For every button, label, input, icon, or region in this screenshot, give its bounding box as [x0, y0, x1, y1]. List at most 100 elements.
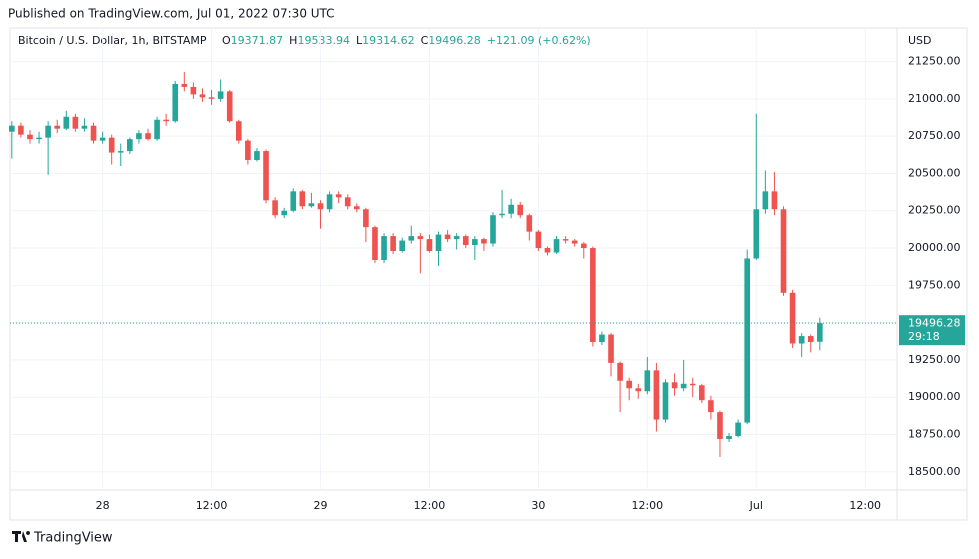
- y-tick-label: 19250.00: [908, 353, 961, 366]
- candle-body: [780, 209, 787, 293]
- candle-body: [553, 239, 560, 253]
- candle-body: [662, 382, 669, 420]
- candle-body: [708, 400, 714, 413]
- x-tick-label: 28: [96, 499, 110, 512]
- candle-body: [807, 336, 814, 343]
- candle-body: [163, 119, 169, 122]
- candle-body: [117, 151, 124, 153]
- candle-body: [817, 323, 823, 342]
- candle-body: [408, 236, 415, 241]
- candle-body: [226, 91, 233, 122]
- candle-body: [462, 236, 469, 246]
- candle-body: [381, 236, 387, 260]
- candle-body: [789, 292, 796, 344]
- candle-body: [208, 97, 215, 99]
- candle-body: [54, 125, 61, 129]
- candle-body: [335, 194, 342, 198]
- candle-body: [617, 362, 623, 381]
- candle-body: [571, 240, 578, 244]
- candle-body: [671, 382, 678, 389]
- candle-body: [417, 236, 424, 240]
- candle-body: [344, 197, 351, 207]
- chart-frame: [9, 27, 968, 521]
- candle-body: [680, 383, 687, 389]
- y-tick-label: 19750.00: [908, 278, 961, 291]
- candle-body: [363, 209, 369, 228]
- candle-body: [245, 140, 251, 161]
- candle-body: [689, 383, 696, 386]
- ohlc-letter: H: [289, 34, 297, 47]
- candle-body: [254, 151, 260, 161]
- candle-body: [145, 133, 151, 140]
- candle-body: [481, 239, 487, 244]
- y-tick-label: 20500.00: [908, 166, 961, 179]
- ohlc-value: 19533.94: [297, 34, 350, 47]
- candle-body: [590, 248, 596, 343]
- candle-body: [390, 236, 396, 252]
- y-tick-label: 21250.00: [908, 55, 961, 68]
- x-tick-label: 12:00: [196, 499, 228, 512]
- candle-body: [18, 125, 24, 135]
- candle-body: [426, 239, 433, 252]
- candle-body: [735, 422, 741, 436]
- candle-body: [9, 125, 15, 132]
- ohlc-letter: C: [421, 34, 429, 47]
- candle-body: [299, 191, 306, 207]
- x-tick-label: Jul: [749, 499, 763, 512]
- candle-body: [72, 116, 79, 129]
- candle-body: [626, 380, 632, 389]
- candle-body: [217, 91, 224, 99]
- footer-brand: TradingView: [33, 531, 113, 546]
- candles: [9, 72, 823, 457]
- y-tick-label: 18500.00: [908, 465, 961, 478]
- candle-body: [644, 370, 651, 392]
- candle-body: [235, 121, 242, 141]
- candle-body: [63, 116, 70, 129]
- candle-body: [517, 204, 524, 216]
- candle-body: [653, 370, 660, 420]
- candle-body: [717, 412, 723, 439]
- y-tick-label: 20750.00: [908, 129, 961, 142]
- ohlc-letter: L: [356, 34, 363, 47]
- y-tick-label: 20250.00: [908, 204, 961, 217]
- price-label-box: [899, 315, 965, 346]
- ohlc-value: 19314.62: [362, 34, 415, 47]
- candle-body: [90, 125, 97, 141]
- candle-body: [744, 258, 751, 423]
- candle-body: [435, 234, 442, 252]
- logo-icon: [12, 531, 31, 542]
- candle-body: [535, 231, 542, 249]
- candle-body: [45, 125, 51, 138]
- countdown: 29:18: [908, 330, 940, 343]
- candle-body: [181, 83, 188, 87]
- candle-body: [580, 243, 587, 249]
- x-tick-label: 29: [313, 499, 327, 512]
- x-tick-label: 12:00: [414, 499, 446, 512]
- ohlc-value: 19496.28: [428, 34, 481, 47]
- candle-body: [753, 209, 760, 259]
- candle-body: [108, 137, 115, 153]
- candle-body: [453, 236, 460, 240]
- candle-body: [698, 385, 705, 401]
- candle-body: [290, 191, 297, 211]
- ohlc-legend: Bitcoin / U.S. Dollar, 1h, BITSTAMP O193…: [18, 34, 591, 47]
- candle-body: [127, 139, 133, 152]
- candle-body: [635, 388, 642, 392]
- y-tick-label: 21000.00: [908, 92, 961, 105]
- candle-body: [499, 213, 505, 216]
- chart-title: Published on TradingView.com, Jul 01, 20…: [8, 7, 335, 21]
- candle-body: [444, 234, 451, 240]
- ohlc-values: O19371.87 H19533.94 L19314.62 C19496.28 +121…: [222, 34, 591, 47]
- ohlc-letter: O: [222, 34, 231, 47]
- price-label: 19496.28: [908, 317, 961, 330]
- x-tick-label: 30: [531, 499, 545, 512]
- candle-body: [136, 133, 142, 140]
- x-tick-label: 12:00: [631, 499, 663, 512]
- candle-body: [771, 191, 778, 210]
- y-tick-label: 18750.00: [908, 428, 961, 441]
- candle-body: [762, 191, 769, 210]
- candle-body: [317, 203, 324, 210]
- candle-body: [526, 215, 533, 232]
